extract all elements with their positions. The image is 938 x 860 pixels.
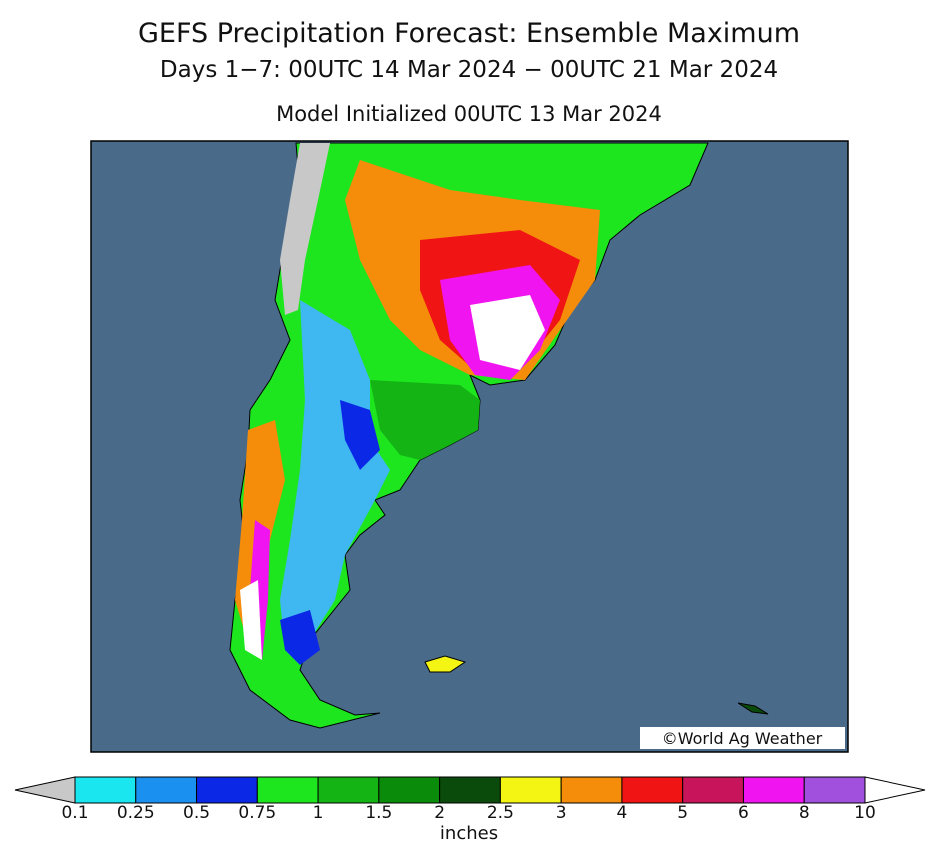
- moderate-rain: [280, 400, 380, 665]
- legend-swatch: [682, 776, 744, 804]
- legend-under: [14, 776, 76, 804]
- legend-swatch: [742, 776, 805, 804]
- init-time: Model Initialized 00UTC 13 Mar 2024: [276, 102, 662, 126]
- legend-tick-label: 8: [799, 803, 810, 823]
- credit: ©World Ag Weather: [662, 729, 823, 748]
- legend-swatch: [439, 776, 501, 804]
- legend-tick-label: 0.1: [61, 803, 88, 823]
- legend-swatch: [317, 776, 380, 804]
- dry-area: [280, 143, 330, 315]
- legend-over: [864, 776, 926, 804]
- legend-swatch: [135, 776, 198, 804]
- legend-swatch: [803, 776, 866, 804]
- legend-swatch: [378, 776, 441, 804]
- legend-tick-label: 3: [556, 803, 567, 823]
- title: GEFS Precipitation Forecast: Ensemble Ma…: [138, 18, 800, 49]
- legend-swatch: [74, 776, 137, 804]
- legend-tick-label: 6: [738, 803, 749, 823]
- green-rain: [370, 380, 480, 460]
- legend-tick-label: 2.5: [487, 803, 514, 823]
- legend: 0.1 0.25 0.5 0.75 1 1.5 2 2.5 3 4 5 6 8 10: [14, 776, 926, 823]
- legend-tick-label: 0.75: [238, 803, 276, 823]
- legend-swatch: [560, 776, 623, 804]
- max-rain: [470, 295, 545, 370]
- legend-tick-label: 1: [313, 803, 324, 823]
- legend-unit: inches: [440, 823, 498, 844]
- legend-swatch: [499, 776, 562, 804]
- legend-tick-label: 5: [677, 803, 688, 823]
- legend-tick-label: 1.5: [365, 803, 392, 823]
- legend-tick-label: 0.25: [117, 803, 155, 823]
- legend-tick-label: 2: [434, 803, 445, 823]
- legend-tick-label: 0.5: [183, 803, 210, 823]
- andes-max: [240, 580, 262, 660]
- south-georgia: [737, 702, 769, 715]
- credit-box: [640, 727, 845, 749]
- legend-tick-label: 10: [854, 803, 876, 823]
- legend-tick-label: 4: [617, 803, 628, 823]
- map: ©World Ag Weather: [90, 140, 849, 753]
- legend-swatch: [256, 776, 319, 804]
- subtitle: Days 1−7: 00UTC 14 Mar 2024 − 00UTC 21 M…: [160, 57, 778, 83]
- light-rain: [280, 300, 390, 665]
- falklands: [424, 655, 467, 673]
- legend-swatch: [621, 776, 684, 804]
- legend-swatch: [196, 776, 258, 804]
